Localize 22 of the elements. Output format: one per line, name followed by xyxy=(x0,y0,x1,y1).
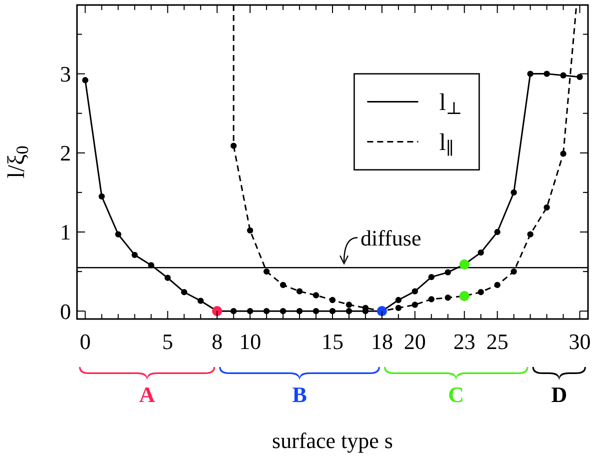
x-tick-label: 25 xyxy=(486,329,508,354)
text: B xyxy=(292,382,308,407)
y-tick-label: 1 xyxy=(60,220,71,245)
x-tick-label: 10 xyxy=(239,329,262,354)
y-tick-label: 2 xyxy=(60,140,71,166)
text: C xyxy=(448,382,464,407)
x-tick-label: 23 xyxy=(453,329,476,354)
x-axis-title: surface type s xyxy=(272,428,393,453)
y-tick-label: 0 xyxy=(60,298,71,324)
x-tick-label: 5 xyxy=(162,329,174,354)
x-tick-label: 30 xyxy=(568,329,591,354)
text: A xyxy=(139,382,156,407)
legend-label: l$_{⊥}$ xyxy=(439,90,462,118)
text: D xyxy=(551,382,568,407)
x-tick-label: 0 xyxy=(80,329,91,354)
x-tick-label: 20 xyxy=(404,329,426,354)
x-tick-label: 18 xyxy=(370,329,393,354)
y-tick-label: 3 xyxy=(60,62,71,87)
legend-label: l$_{∥}$ xyxy=(439,130,454,158)
x-tick-label: 15 xyxy=(322,329,344,354)
x-tick-label: 8 xyxy=(212,329,223,354)
legend-label: diffuse xyxy=(360,226,422,251)
